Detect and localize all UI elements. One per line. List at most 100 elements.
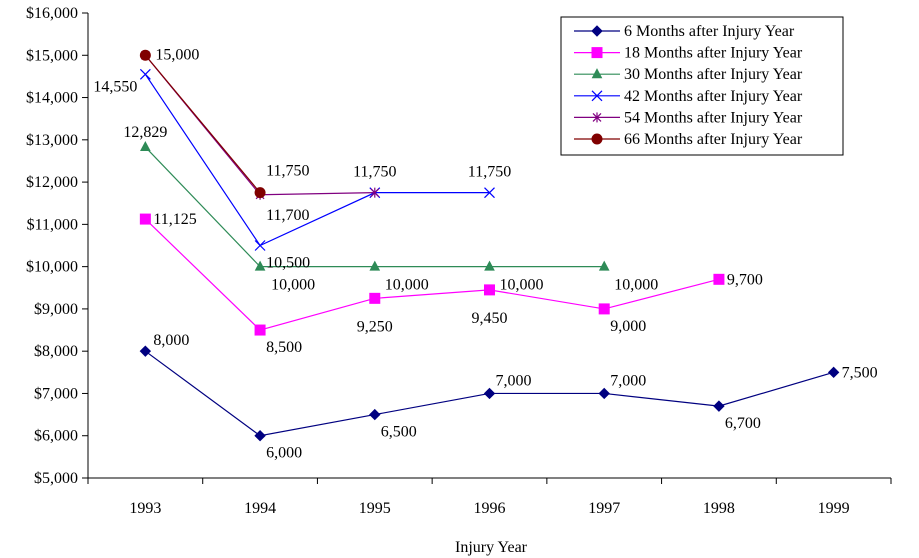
x-tick-label: 1999 (818, 500, 850, 517)
data-point (484, 260, 495, 271)
data-point (713, 273, 725, 285)
legend-item: 42 Months after Injury Year (574, 88, 803, 105)
legend-item: 30 Months after Injury Year (574, 66, 803, 83)
data-point (254, 260, 266, 271)
legend-marker (591, 90, 603, 102)
data-label: 10,000 (614, 277, 658, 294)
marker-stroke (591, 90, 603, 102)
data-point (483, 387, 496, 400)
series-5 (140, 50, 380, 200)
x-tick-label: 1996 (474, 500, 506, 517)
legend-marker (591, 25, 603, 37)
legend-label: 54 Months after Injury Year (624, 109, 803, 126)
data-point (369, 292, 381, 304)
series-layer (139, 49, 840, 442)
data-point (598, 387, 610, 400)
data-point (139, 213, 151, 225)
data-label: 9,250 (357, 318, 393, 335)
legend-item: 6 Months after Injury Year (574, 23, 795, 40)
data-label: 11,750 (266, 163, 309, 180)
data-label: 15,000 (155, 46, 199, 63)
data-label: 6,700 (725, 415, 761, 432)
marker-stroke (484, 187, 495, 199)
data-label: 14,550 (93, 78, 137, 95)
legend-label: 30 Months after Injury Year (624, 66, 803, 83)
series-line (144, 54, 261, 194)
x-tick-label: 1993 (129, 500, 161, 517)
data-label: 11,125 (153, 211, 196, 228)
marker-stroke (139, 68, 151, 80)
y-tick-label: $12,000 (26, 174, 78, 191)
data-label: 8,500 (266, 339, 302, 356)
x-tick-label: 1995 (359, 500, 391, 517)
series-line (144, 218, 720, 331)
data-point (713, 400, 725, 412)
series-3 (140, 140, 610, 271)
y-tick-label: $16,000 (26, 5, 78, 22)
data-label: 11,700 (266, 207, 309, 224)
x-tick-label: 1997 (588, 500, 620, 517)
data-label: 7,000 (610, 372, 646, 389)
y-tick-label: $11,000 (27, 216, 78, 233)
legend-marker (592, 112, 602, 123)
legend: 6 Months after Injury Year 18 Months afte… (560, 16, 844, 156)
data-point (369, 260, 381, 271)
data-point (370, 187, 380, 198)
data-label: 6,500 (381, 424, 417, 441)
legend-marker (591, 133, 603, 145)
legend-item: 18 Months after Injury Year (574, 45, 803, 62)
y-tick-label: $6,000 (34, 428, 78, 445)
legend-item: 54 Months after Injury Year (574, 109, 803, 126)
data-label: 9,450 (472, 310, 508, 327)
data-point (369, 408, 381, 421)
data-label: 6,000 (266, 445, 302, 462)
data-point (254, 430, 266, 442)
data-point (254, 240, 266, 251)
data-label: 7,000 (496, 372, 532, 389)
data-point (598, 260, 610, 271)
data-label: 9,000 (610, 318, 646, 335)
series-1 (139, 345, 840, 442)
data-label: 8,000 (153, 332, 189, 349)
y-tick-label: $7,000 (34, 385, 78, 402)
y-tick-label: $9,000 (34, 301, 78, 318)
marker-stroke (254, 240, 266, 251)
data-labels: 8,000 6,000 6,500 7,000 7,000 6,700 7,500 11,12… (93, 46, 877, 461)
series-2 (139, 213, 725, 336)
legend-label: 18 Months after Injury Year (624, 45, 803, 62)
legend-marker (591, 47, 603, 59)
legend-label: 6 Months after Injury Year (624, 23, 795, 40)
data-point (140, 140, 151, 152)
data-point (254, 187, 266, 199)
data-point (254, 324, 266, 336)
data-point (139, 345, 152, 357)
y-tick-label: $8,000 (34, 343, 78, 360)
y-tick-label: $10,000 (26, 259, 78, 276)
y-tick-label: $13,000 (26, 132, 78, 149)
data-label: 9,700 (727, 271, 763, 288)
legend-item: 66 Months after Injury Year (574, 131, 803, 148)
legend-label: 42 Months after Injury Year (624, 88, 803, 105)
legend-label: 66 Months after Injury Year (624, 131, 803, 148)
data-point (484, 284, 495, 296)
data-label: 11,750 (468, 164, 511, 181)
data-label: 12,829 (123, 124, 167, 141)
data-point (139, 49, 151, 61)
legend-box (560, 16, 844, 156)
data-point (484, 187, 495, 199)
data-label: 7,500 (842, 364, 878, 381)
y-tick-label: $5,000 (34, 470, 78, 487)
legend-marker (591, 68, 603, 79)
data-point (827, 366, 840, 379)
data-point (139, 68, 151, 80)
data-label: 10,000 (271, 277, 315, 294)
data-label: 10,000 (500, 277, 544, 294)
data-label: 11,750 (353, 164, 396, 181)
data-point (598, 303, 610, 315)
y-tick-label: $15,000 (26, 47, 78, 64)
data-label: 10,500 (266, 255, 310, 272)
data-label: 10,000 (385, 277, 429, 294)
x-tick-label: 1994 (244, 500, 276, 517)
